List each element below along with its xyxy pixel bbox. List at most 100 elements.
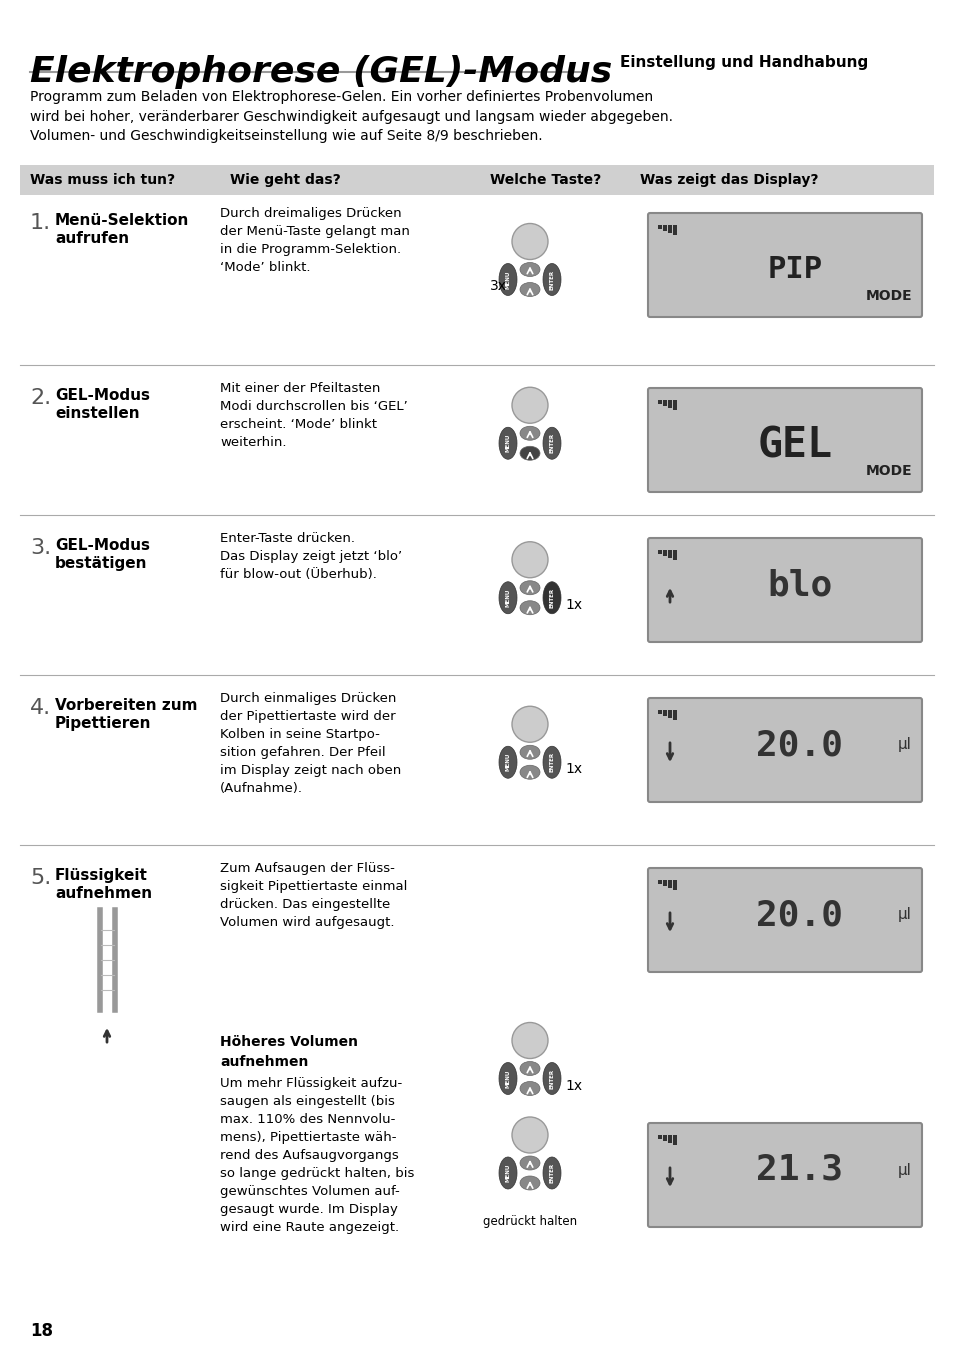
Bar — [672, 1135, 677, 1145]
Text: 20.0: 20.0 — [756, 898, 842, 932]
Text: einstellen: einstellen — [55, 406, 139, 421]
Text: MENU: MENU — [505, 1164, 510, 1182]
Text: Höheres Volumen
aufnehmen: Höheres Volumen aufnehmen — [220, 1034, 357, 1068]
Ellipse shape — [519, 765, 539, 780]
Text: Enter-Taste drücken.
Das Display zeigt jetzt ‘blo’
für blow-out (Überhub).: Enter-Taste drücken. Das Display zeigt j… — [220, 532, 402, 581]
Ellipse shape — [498, 264, 517, 295]
FancyBboxPatch shape — [647, 213, 921, 317]
Ellipse shape — [498, 1158, 517, 1189]
Text: Was muss ich tun?: Was muss ich tun? — [30, 173, 175, 187]
Text: Was zeigt das Display?: Was zeigt das Display? — [639, 173, 818, 187]
Bar — [658, 399, 661, 403]
Ellipse shape — [519, 1082, 539, 1095]
Ellipse shape — [542, 264, 560, 295]
Ellipse shape — [519, 1062, 539, 1075]
Ellipse shape — [498, 746, 517, 779]
Text: ENTER: ENTER — [549, 1068, 554, 1089]
FancyBboxPatch shape — [647, 868, 921, 972]
FancyBboxPatch shape — [647, 699, 921, 802]
Ellipse shape — [519, 581, 539, 594]
Text: Durch dreimaliges Drücken
der Menü-Taste gelangt man
in die Programm-Selektion.
: Durch dreimaliges Drücken der Menü-Taste… — [220, 207, 410, 274]
Ellipse shape — [519, 1177, 539, 1190]
Text: ENTER: ENTER — [549, 269, 554, 290]
Text: Programm zum Beladen von Elektrophorese-Gelen. Ein vorher definiertes Probenvolu: Programm zum Beladen von Elektrophorese-… — [30, 89, 672, 144]
Text: ENTER: ENTER — [549, 753, 554, 772]
Text: blo: blo — [766, 567, 832, 603]
Text: GEL: GEL — [757, 424, 832, 466]
Text: 18: 18 — [30, 1322, 53, 1340]
Circle shape — [512, 707, 547, 742]
Circle shape — [512, 1117, 547, 1154]
Text: µl: µl — [897, 738, 911, 753]
Text: µl: µl — [897, 1163, 911, 1178]
Text: PIP: PIP — [766, 256, 821, 284]
Text: Menü-Selektion: Menü-Selektion — [55, 213, 190, 227]
Ellipse shape — [542, 428, 560, 459]
Ellipse shape — [498, 1063, 517, 1094]
Text: 5.: 5. — [30, 868, 51, 888]
Text: MODE: MODE — [864, 464, 911, 478]
Bar — [667, 225, 671, 233]
Bar — [672, 550, 677, 561]
Circle shape — [512, 387, 547, 424]
Text: GEL-Modus: GEL-Modus — [55, 389, 150, 403]
Bar — [662, 880, 666, 886]
Ellipse shape — [542, 582, 560, 613]
Text: Wie geht das?: Wie geht das? — [230, 173, 340, 187]
Text: Flüssigkeit: Flüssigkeit — [55, 868, 148, 883]
FancyBboxPatch shape — [647, 1122, 921, 1227]
Circle shape — [512, 223, 547, 260]
Bar — [672, 399, 677, 410]
Text: Mit einer der Pfeiltasten
Modi durchscrollen bis ‘GEL’
erscheint. ‘Mode’ blinkt
: Mit einer der Pfeiltasten Modi durchscro… — [220, 382, 407, 450]
Text: ENTER: ENTER — [549, 1163, 554, 1183]
Text: MENU: MENU — [505, 1070, 510, 1087]
Text: Welche Taste?: Welche Taste? — [490, 173, 600, 187]
Bar — [658, 709, 661, 714]
Text: 1x: 1x — [564, 762, 581, 776]
FancyBboxPatch shape — [20, 165, 933, 195]
Text: MENU: MENU — [505, 271, 510, 288]
Bar — [658, 880, 661, 884]
Text: Elektrophorese (GEL)-Modus: Elektrophorese (GEL)-Modus — [30, 56, 612, 89]
Bar — [667, 1135, 671, 1143]
Text: 20.0: 20.0 — [756, 728, 842, 762]
Bar — [662, 1135, 666, 1141]
Ellipse shape — [542, 746, 560, 779]
Text: µl: µl — [897, 907, 911, 922]
Text: Um mehr Flüssigkeit aufzu-
saugen als eingestellt (bis
max. 110% des Nennvolu-
m: Um mehr Flüssigkeit aufzu- saugen als ei… — [220, 1076, 414, 1233]
Ellipse shape — [519, 427, 539, 440]
Bar — [672, 709, 677, 720]
Bar — [672, 225, 677, 236]
Bar — [667, 550, 671, 558]
Bar — [667, 709, 671, 718]
Bar — [658, 225, 661, 229]
Text: Pipettieren: Pipettieren — [55, 716, 152, 731]
Text: MODE: MODE — [864, 288, 911, 303]
Text: 3.: 3. — [30, 538, 51, 558]
Ellipse shape — [519, 1156, 539, 1170]
Text: Einstellung und Handhabung: Einstellung und Handhabung — [619, 56, 867, 70]
Ellipse shape — [519, 601, 539, 615]
Text: Zum Aufsaugen der Flüss-
sigkeit Pipettiertaste einmal
drücken. Das eingestellte: Zum Aufsaugen der Flüss- sigkeit Pipetti… — [220, 862, 407, 929]
Text: 4.: 4. — [30, 699, 51, 718]
Ellipse shape — [519, 283, 539, 297]
Ellipse shape — [519, 447, 539, 460]
Ellipse shape — [498, 582, 517, 613]
Bar — [662, 550, 666, 556]
Ellipse shape — [519, 745, 539, 760]
Bar — [658, 1135, 661, 1139]
Bar — [667, 880, 671, 888]
Bar — [658, 550, 661, 554]
Circle shape — [512, 542, 547, 578]
Text: bestätigen: bestätigen — [55, 556, 148, 571]
Text: aufrufen: aufrufen — [55, 232, 129, 246]
Text: MENU: MENU — [505, 589, 510, 607]
Text: 1x: 1x — [564, 597, 581, 612]
Bar — [662, 709, 666, 716]
Text: aufnehmen: aufnehmen — [55, 886, 152, 900]
Text: 2.: 2. — [30, 389, 51, 408]
Text: ENTER: ENTER — [549, 433, 554, 454]
Bar — [662, 399, 666, 406]
FancyBboxPatch shape — [647, 538, 921, 642]
Text: MENU: MENU — [505, 435, 510, 452]
